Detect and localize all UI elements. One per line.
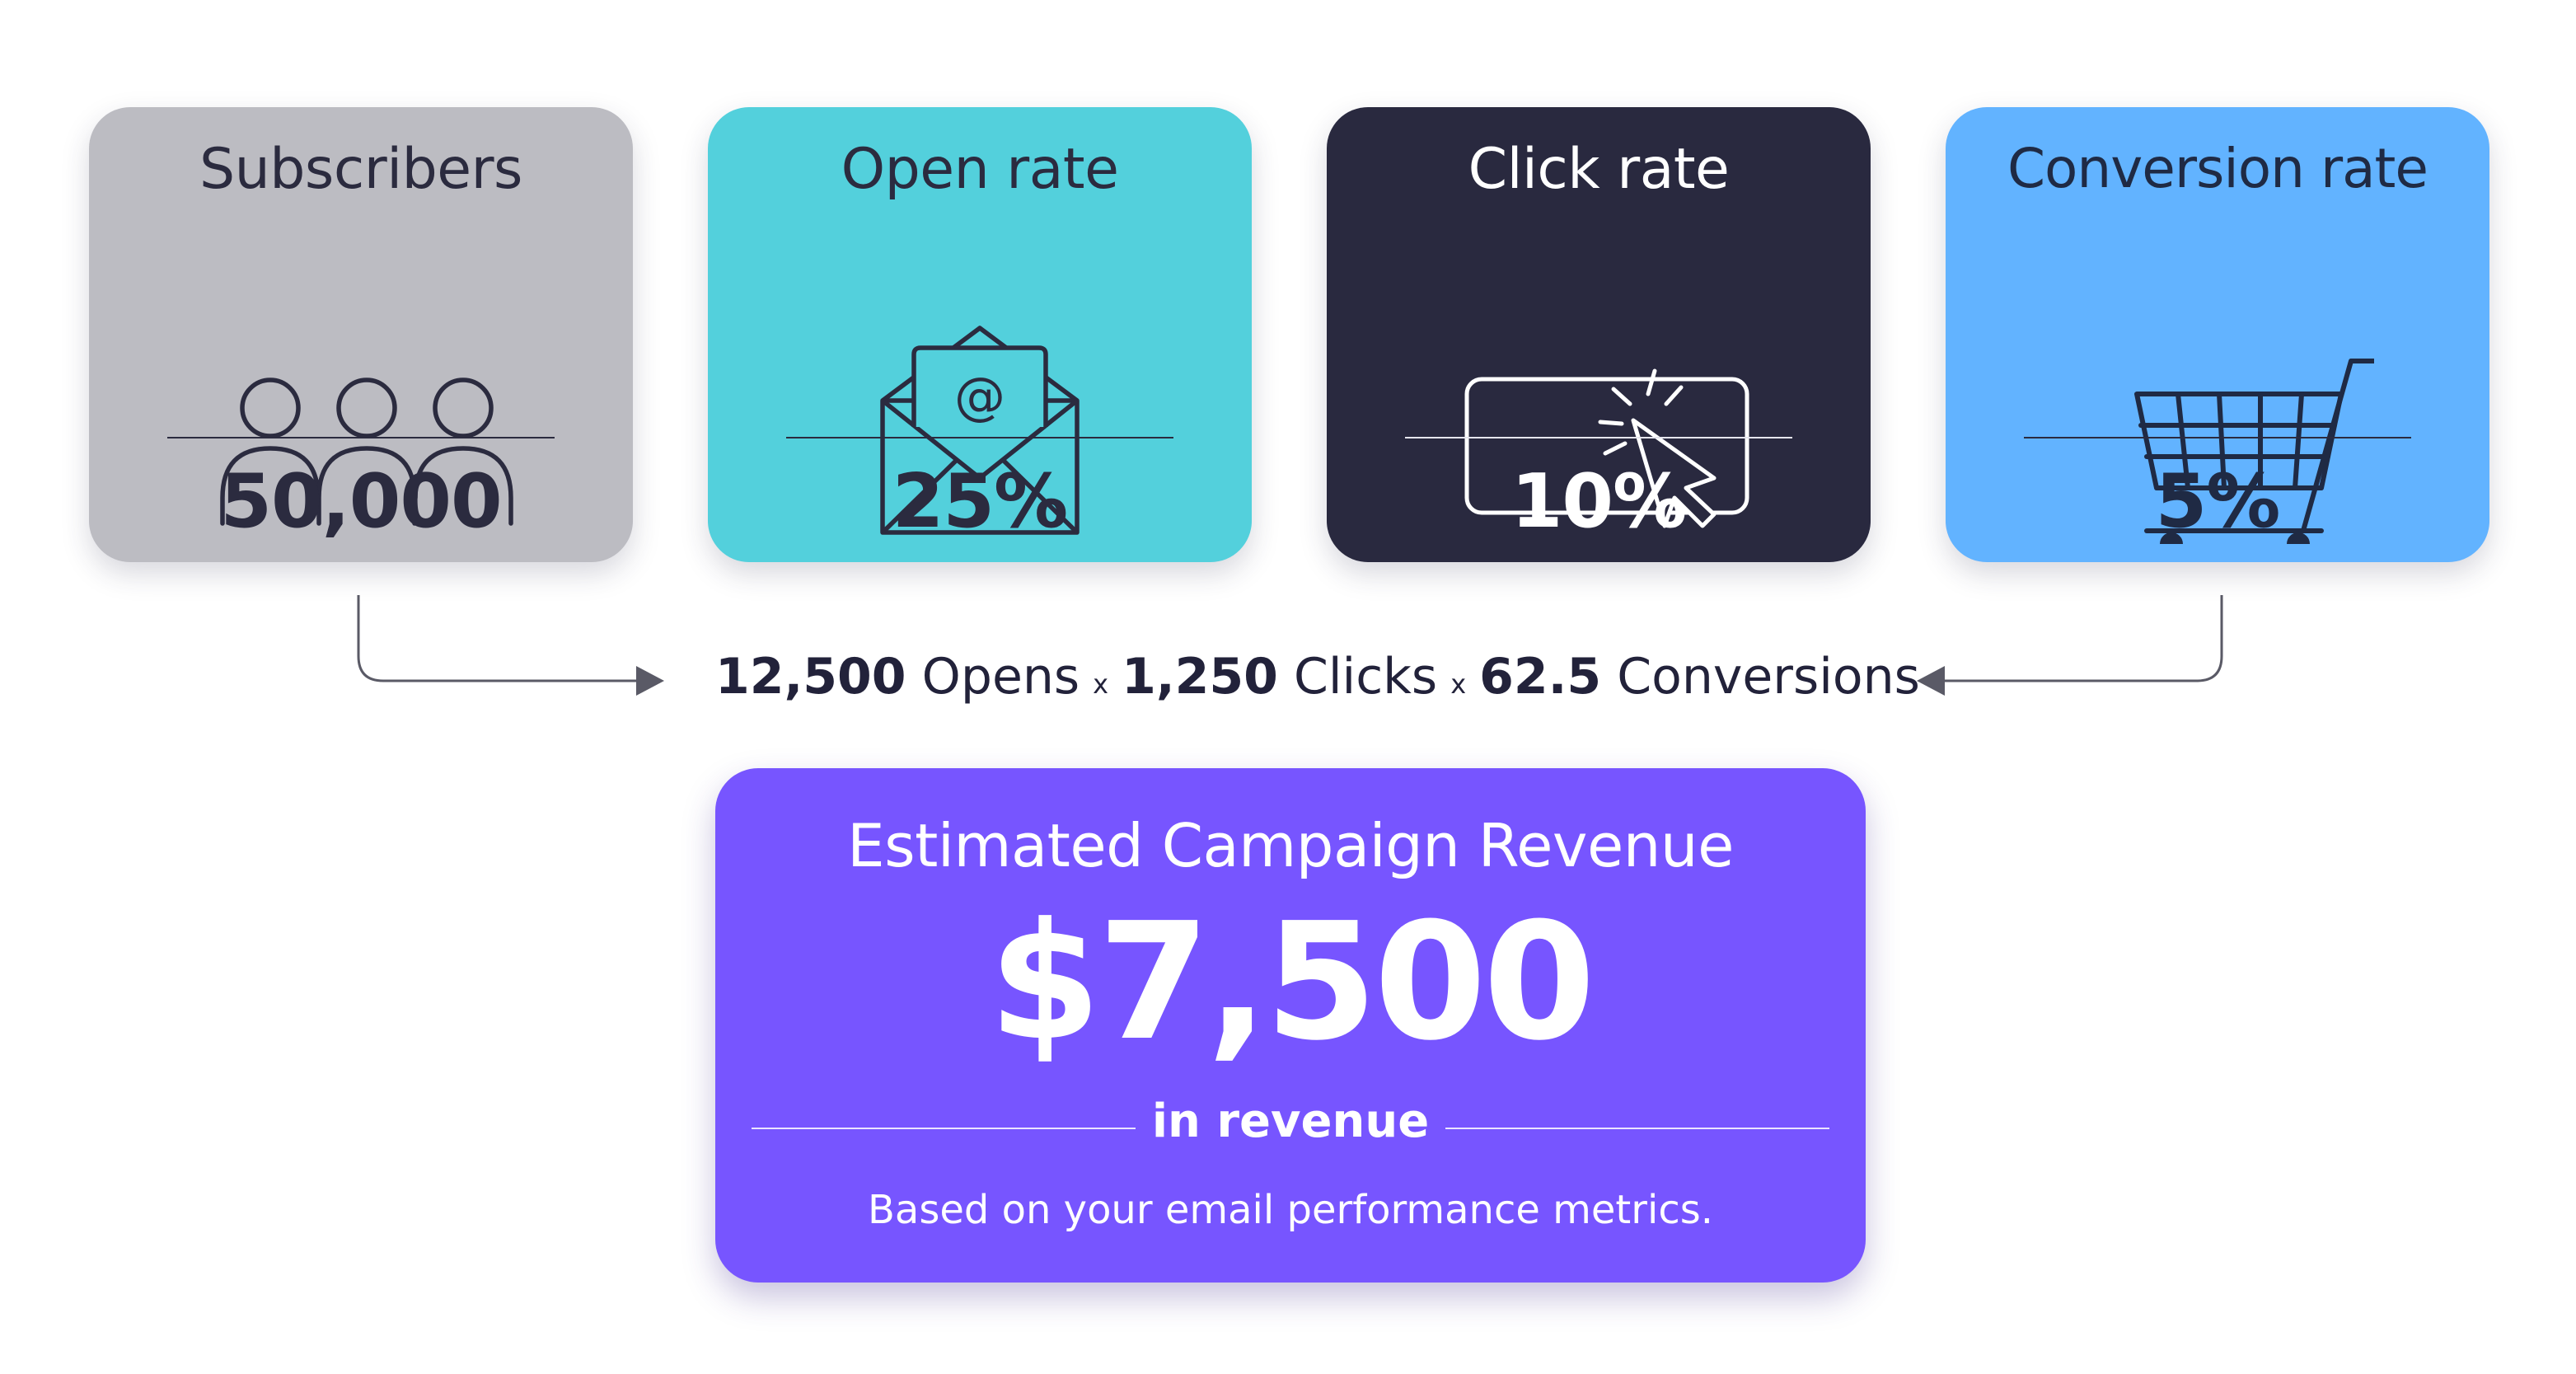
people-icon xyxy=(204,239,518,544)
card-value: 10% xyxy=(1510,458,1687,545)
card-value: 50,000 xyxy=(220,458,502,545)
revenue-note: Based on your email performance metrics. xyxy=(868,1187,1713,1233)
card-title: Conversion rate xyxy=(2007,137,2428,200)
revenue-divider-right xyxy=(1445,1128,1829,1129)
click-rate-card: Click rate 10% xyxy=(1327,107,1871,562)
email-open-icon: @ xyxy=(823,239,1136,544)
card-title: Open rate xyxy=(841,137,1119,202)
revenue-subtitle: in revenue xyxy=(1151,1095,1430,1148)
right-arrowhead-icon xyxy=(1917,666,1945,696)
calculation-formula: 12,500 Opens x 1,250 Clicks x 62.5 Conversio… xyxy=(715,646,1920,715)
clicks-value: 1,250 xyxy=(1122,648,1278,706)
cursor-click-icon xyxy=(1442,239,1755,544)
opens-value: 12,500 xyxy=(715,648,906,706)
conversion-rate-card: Conversion rate 5% xyxy=(1946,107,2489,562)
svg-text:@: @ xyxy=(954,366,1005,426)
card-divider xyxy=(167,437,555,438)
conversions-label: Conversions xyxy=(1617,648,1920,706)
shopping-cart-icon xyxy=(2061,239,2374,544)
subscribers-card: Subscribers 50,000 xyxy=(89,107,633,562)
open-rate-card: Open rate @ 25% xyxy=(708,107,1252,562)
card-divider xyxy=(1405,437,1792,438)
left-connector-line xyxy=(357,595,636,682)
revenue-amount: $7,500 xyxy=(988,889,1595,1076)
card-divider xyxy=(786,437,1173,438)
card-title: Subscribers xyxy=(199,137,522,202)
card-value: 5% xyxy=(2155,458,2281,545)
revenue-divider-left xyxy=(752,1128,1136,1129)
revenue-card: Estimated Campaign Revenue $7,500 in rev… xyxy=(715,768,1866,1283)
clicks-label: Clicks xyxy=(1293,648,1438,706)
conversions-value: 62.5 xyxy=(1479,648,1602,706)
left-arrowhead-icon xyxy=(636,666,664,696)
card-title: Click rate xyxy=(1468,137,1730,202)
opens-label: Opens xyxy=(921,648,1080,706)
multiply-symbol: x xyxy=(1450,668,1467,700)
multiply-symbol: x xyxy=(1093,668,1109,700)
revenue-title: Estimated Campaign Revenue xyxy=(847,811,1734,880)
right-connector-line xyxy=(1945,595,2223,682)
card-value: 25% xyxy=(892,458,1068,545)
card-divider xyxy=(2024,437,2411,438)
